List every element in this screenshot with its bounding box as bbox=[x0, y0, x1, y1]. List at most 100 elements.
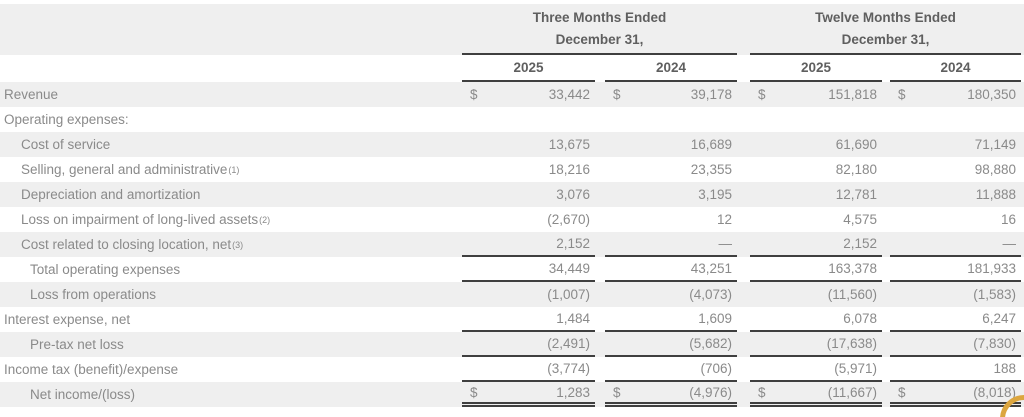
value-cell: 23,355 bbox=[605, 157, 737, 182]
row-label: Cost related to closing location, net (3) bbox=[21, 237, 244, 252]
table-row: Income tax (benefit)/expense (3,774) (706)… bbox=[0, 357, 1024, 382]
value-cell: 11,888 bbox=[890, 182, 1021, 207]
currency-symbol: $ bbox=[758, 384, 766, 400]
value-cell: 71,149 bbox=[890, 132, 1021, 157]
value-cell: 188 bbox=[890, 357, 1021, 382]
value-cell: 98,880 bbox=[890, 157, 1021, 182]
table-row: Revenue $33,442 $39,178 $151,818 $180,350 bbox=[0, 82, 1024, 107]
currency-symbol: $ bbox=[613, 384, 621, 400]
value-cell: $ (8,018) bbox=[890, 382, 1021, 407]
row-label: Cost of service bbox=[21, 137, 111, 152]
cell-value: 1,283 bbox=[556, 384, 590, 400]
value-cell: 2,152 bbox=[750, 232, 882, 257]
table-row: Loss on impairment of long-lived assets(… bbox=[0, 207, 1024, 232]
year-column-header: 2024 bbox=[890, 55, 1021, 82]
cell-value: 12 bbox=[716, 212, 732, 227]
table-row: Total operating expenses 34,449 43,251 163,… bbox=[0, 257, 1024, 282]
cell-value: 3,076 bbox=[556, 187, 590, 202]
cell-value: 39,178 bbox=[690, 87, 732, 102]
value-cell: 12,781 bbox=[750, 182, 882, 207]
cell-value: 181,933 bbox=[967, 261, 1016, 276]
cell-value: 2,152 bbox=[556, 236, 590, 251]
year-column-header: 2025 bbox=[462, 55, 595, 82]
cell-value: 188 bbox=[993, 361, 1016, 376]
cell-value: (1,583) bbox=[973, 287, 1016, 302]
value-cell: (1,007) bbox=[462, 282, 595, 307]
cell-value: (8,018) bbox=[973, 384, 1016, 400]
cell-value: 180,350 bbox=[967, 87, 1016, 102]
cell-value: (4,073) bbox=[689, 287, 732, 302]
row-label: Loss on impairment of long-lived assets(… bbox=[21, 212, 271, 227]
currency-symbol: $ bbox=[470, 87, 478, 102]
cell-value: (11,560) bbox=[827, 287, 877, 302]
cell-value: 82,180 bbox=[835, 162, 877, 177]
table-row: Selling, general and administrative (1) 18… bbox=[0, 157, 1024, 182]
cell-value: (706) bbox=[700, 361, 732, 376]
table-row: Depreciation and amortization 3,076 3,195 1… bbox=[0, 182, 1024, 207]
table-row: Operating expenses: bbox=[0, 107, 1024, 132]
value-cell: $33,442 bbox=[462, 82, 595, 107]
value-cell: $ (4,976) bbox=[605, 382, 737, 407]
cell-value: (4,976) bbox=[689, 384, 732, 400]
cell-value: (11,667) bbox=[827, 384, 877, 400]
year-header-row: 2025 2024 2025 2024 bbox=[0, 55, 1024, 82]
row-label: Income tax (benefit)/expense bbox=[4, 362, 179, 377]
currency-symbol: $ bbox=[613, 87, 621, 102]
group-title-line1: Twelve Months Ended bbox=[815, 10, 956, 26]
value-cell: 1,609 bbox=[605, 307, 737, 332]
value-cell: (17,638) bbox=[750, 332, 882, 357]
cell-value: (5,682) bbox=[689, 336, 732, 351]
cell-value: 3,195 bbox=[698, 187, 732, 202]
cell-value: 151,818 bbox=[828, 87, 877, 102]
currency-symbol: $ bbox=[898, 384, 906, 400]
value-cell: 82,180 bbox=[750, 157, 882, 182]
column-group-three-months: Three Months Ended December 31, bbox=[462, 4, 737, 55]
cell-value: 43,251 bbox=[690, 261, 732, 276]
currency-symbol: $ bbox=[898, 87, 906, 102]
value-cell: 4,575 bbox=[750, 207, 882, 232]
cell-value: (3,774) bbox=[547, 361, 590, 376]
cell-value: 71,149 bbox=[974, 137, 1016, 152]
cell-value: 61,690 bbox=[835, 137, 877, 152]
value-cell: 18,216 bbox=[462, 157, 595, 182]
cell-value: 16 bbox=[1000, 212, 1016, 227]
cell-value: 13,675 bbox=[548, 137, 590, 152]
cell-value: 98,880 bbox=[974, 162, 1016, 177]
table-body: Revenue $33,442 $39,178 $151,818 $180,350 Ope… bbox=[0, 82, 1024, 407]
row-label: Interest expense, net bbox=[4, 312, 131, 327]
cell-value: 1,484 bbox=[556, 311, 590, 326]
cell-value: 163,378 bbox=[828, 261, 877, 276]
value-cell: 16 bbox=[890, 207, 1021, 232]
table-header-band: Three Months Ended December 31, Twelve M… bbox=[0, 4, 1024, 55]
value-cell: 6,247 bbox=[890, 307, 1021, 332]
cell-value: 11,888 bbox=[975, 187, 1016, 202]
table-row: Cost of service 13,675 16,689 61,690 71,149 bbox=[0, 132, 1024, 157]
value-cell: (2,491) bbox=[462, 332, 595, 357]
row-label: Selling, general and administrative (1) bbox=[21, 162, 240, 177]
value-cell: 181,933 bbox=[890, 257, 1021, 282]
cell-value: — bbox=[718, 236, 733, 251]
row-label: Total operating expenses bbox=[30, 262, 181, 277]
cell-value: 1,609 bbox=[698, 311, 732, 326]
currency-symbol: $ bbox=[470, 384, 478, 400]
value-cell: 16,689 bbox=[605, 132, 737, 157]
value-cell: $ (11,667) bbox=[750, 382, 882, 407]
year-column-header: 2024 bbox=[605, 55, 737, 82]
row-label: Pre-tax net loss bbox=[30, 337, 124, 352]
value-cell: — bbox=[890, 232, 1021, 257]
cell-value: 6,078 bbox=[843, 311, 877, 326]
row-label: Depreciation and amortization bbox=[21, 187, 201, 202]
cell-value: 33,442 bbox=[548, 87, 590, 102]
value-cell: 1,484 bbox=[462, 307, 595, 332]
cell-value: 6,247 bbox=[982, 311, 1016, 326]
header-spacer bbox=[0, 4, 462, 55]
value-cell: $1,283 bbox=[462, 382, 595, 407]
value-cell: 43,251 bbox=[605, 257, 737, 282]
currency-symbol: $ bbox=[758, 87, 766, 102]
value-cell: (3,774) bbox=[462, 357, 595, 382]
value-cell: 3,076 bbox=[462, 182, 595, 207]
value-cell: 3,195 bbox=[605, 182, 737, 207]
row-label: Net income/(loss) bbox=[30, 387, 136, 402]
table-row: Cost related to closing location, net (3)… bbox=[0, 232, 1024, 257]
